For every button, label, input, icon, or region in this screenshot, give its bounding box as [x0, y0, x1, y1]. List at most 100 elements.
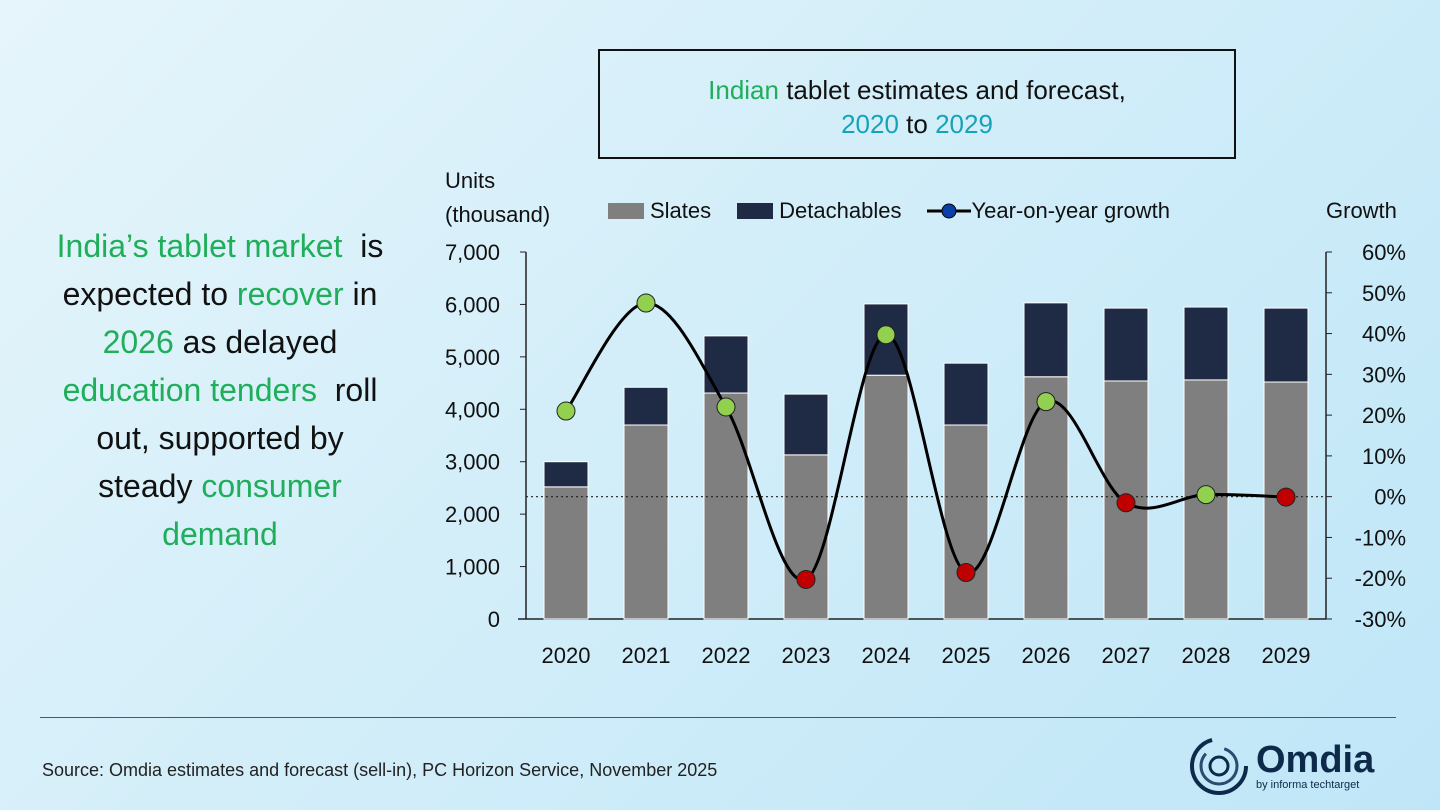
legend-swatch [737, 203, 774, 219]
text-span: out, supported by [96, 420, 344, 456]
bar-detachables [703, 335, 749, 394]
right-tick-label: -10% [1355, 525, 1406, 550]
text-span: as delayed [173, 324, 338, 360]
right-tick-label: -20% [1355, 566, 1406, 591]
left-axis-label: Units (thousand) [445, 164, 550, 232]
left-tick-label: 2,000 [445, 502, 500, 527]
bar-detachables [623, 386, 669, 426]
title-part: 2020 [841, 109, 899, 139]
bar-slates [1023, 376, 1069, 620]
lead-line: expected to recover in [20, 270, 420, 318]
highlight-text: 2026 [102, 324, 174, 360]
logo-tagline: by informa techtarget [1256, 779, 1360, 791]
growth-line [564, 301, 1287, 582]
axis-label-line: Units [445, 168, 496, 193]
omdia-logo: Omdia by informa techtarget [1188, 735, 1374, 797]
legend-item-detachables: Detachables [737, 198, 901, 224]
left-tick-label: 3,000 [445, 450, 500, 475]
x-tick-label: 2021 [622, 643, 671, 668]
bar-detachables [1103, 307, 1149, 382]
growth-point [636, 293, 656, 313]
legend-item-growth: Year-on-year growth [927, 198, 1170, 224]
x-tick-label: 2029 [1262, 643, 1311, 668]
text-span: in [343, 276, 378, 312]
right-tick-label: 30% [1362, 362, 1406, 387]
growth-point [1036, 392, 1056, 412]
omdia-logo-icon [1190, 737, 1248, 795]
right-tick-label: 0% [1374, 485, 1406, 510]
left-tick-label: 7,000 [445, 240, 500, 265]
bar-slates [703, 392, 749, 620]
left-tick-label: 6,000 [445, 292, 500, 317]
x-tick-label: 2026 [1022, 643, 1071, 668]
growth-point [556, 401, 576, 421]
bar-slates [943, 424, 989, 620]
right-tick-label: 50% [1362, 281, 1406, 306]
title-part: Indian [708, 75, 779, 105]
lead-line: education tenders roll [20, 366, 420, 414]
x-tick-label: 2024 [862, 643, 911, 668]
bar-detachables [543, 461, 589, 488]
divider [40, 717, 1396, 718]
title-part: to [898, 109, 936, 139]
highlight-text: demand [162, 516, 278, 552]
bar-detachables [943, 362, 989, 426]
x-tick-label: 2022 [702, 643, 751, 668]
left-tick-label: 0 [488, 607, 500, 632]
text-span: expected to [62, 276, 237, 312]
x-tick-label: 2020 [542, 643, 591, 668]
lead-line: demand [20, 510, 420, 558]
right-tick-label: -30% [1355, 607, 1406, 632]
growth-point [1116, 493, 1136, 513]
text-span: is [342, 228, 384, 264]
legend-item-slates: Slates [608, 198, 711, 224]
x-tick-label: 2028 [1182, 643, 1231, 668]
growth-point [1276, 487, 1296, 507]
left-tick-label: 1,000 [445, 555, 500, 580]
lead-line: out, supported by [20, 414, 420, 462]
text-span: roll [316, 372, 378, 408]
legend-line-marker-icon [927, 203, 972, 219]
bar-slates [623, 424, 669, 620]
bar-detachables [1183, 306, 1229, 381]
legend: Slates Detachables Year-on-year growth [608, 198, 1188, 224]
growth-point [956, 563, 976, 583]
growth-point [716, 397, 736, 417]
source-note: Source: Omdia estimates and forecast (se… [42, 760, 718, 780]
bar-detachables [1023, 302, 1069, 378]
x-tick-label: 2027 [1102, 643, 1151, 668]
lead-text: India’s tablet market is expected to reco… [20, 222, 420, 558]
logo-wordmark: Omdia [1256, 739, 1375, 781]
legend-label: Slates [650, 198, 712, 223]
chart-svg: 0 1,000 2,000 3,000 4,000 5,000 6,000 7,000 -30%… [445, 240, 1406, 668]
bar-detachables [783, 393, 829, 456]
x-tick-label: 2025 [942, 643, 991, 668]
left-tick-label: 5,000 [445, 345, 500, 370]
growth-point [796, 569, 816, 589]
title-part: 2029 [935, 109, 993, 139]
right-tick-label: 10% [1362, 444, 1406, 469]
title-part: tablet estimates and forecast, [778, 75, 1126, 105]
legend-label: Detachables [779, 198, 902, 223]
right-tick-label: 60% [1362, 240, 1406, 265]
lead-line: 2026 as delayed [20, 318, 420, 366]
lead-line: India’s tablet market is [20, 222, 420, 270]
highlight-text: education tenders [62, 372, 317, 408]
left-tick-label: 4,000 [445, 397, 500, 422]
axis-label-line: (thousand) [445, 202, 551, 227]
bar-detachables [1263, 307, 1309, 383]
growth-point [1196, 485, 1216, 505]
bar-slates [543, 486, 589, 620]
highlight-text: India’s tablet market [56, 228, 343, 264]
highlight-text: consumer [201, 468, 342, 504]
right-tick-label: 20% [1362, 403, 1406, 428]
bar-slates [783, 454, 829, 620]
lead-line: steady consumer [20, 462, 420, 510]
chart-title: Indian tablet estimates and forecast, 20… [598, 49, 1236, 159]
right-tick-label: 40% [1362, 322, 1406, 347]
growth-point [876, 325, 896, 345]
highlight-text: recover [236, 276, 344, 312]
legend-label: Year-on-year growth [971, 198, 1170, 223]
text-span: steady [98, 468, 202, 504]
right-axis-label: Growth [1326, 198, 1397, 223]
